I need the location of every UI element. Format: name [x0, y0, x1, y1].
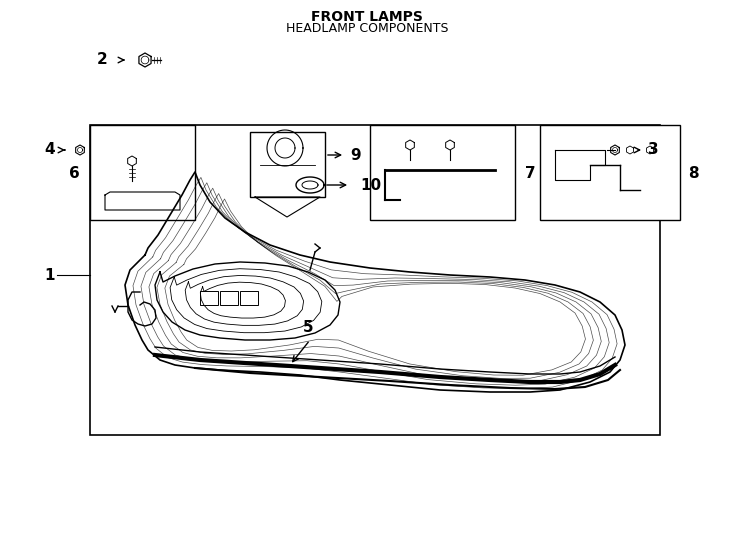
- Bar: [240, 291, 258, 305]
- Text: 2: 2: [97, 52, 108, 68]
- Text: 4: 4: [44, 143, 55, 158]
- Bar: [220, 291, 238, 305]
- Text: 7: 7: [525, 165, 536, 180]
- Text: 10: 10: [360, 178, 381, 192]
- Text: FRONT LAMPS: FRONT LAMPS: [311, 10, 423, 24]
- Bar: [90, 125, 195, 220]
- Text: 8: 8: [688, 165, 699, 180]
- Text: 1: 1: [45, 267, 55, 282]
- Text: 6: 6: [69, 165, 80, 180]
- Bar: [90, 125, 660, 435]
- Text: HEADLAMP COMPONENTS: HEADLAMP COMPONENTS: [286, 22, 448, 35]
- Bar: [540, 125, 680, 220]
- Bar: [250, 132, 325, 197]
- Bar: [200, 291, 218, 305]
- Text: 5: 5: [302, 320, 313, 335]
- Text: 9: 9: [350, 147, 360, 163]
- Text: 3: 3: [648, 143, 658, 158]
- Bar: [370, 125, 515, 220]
